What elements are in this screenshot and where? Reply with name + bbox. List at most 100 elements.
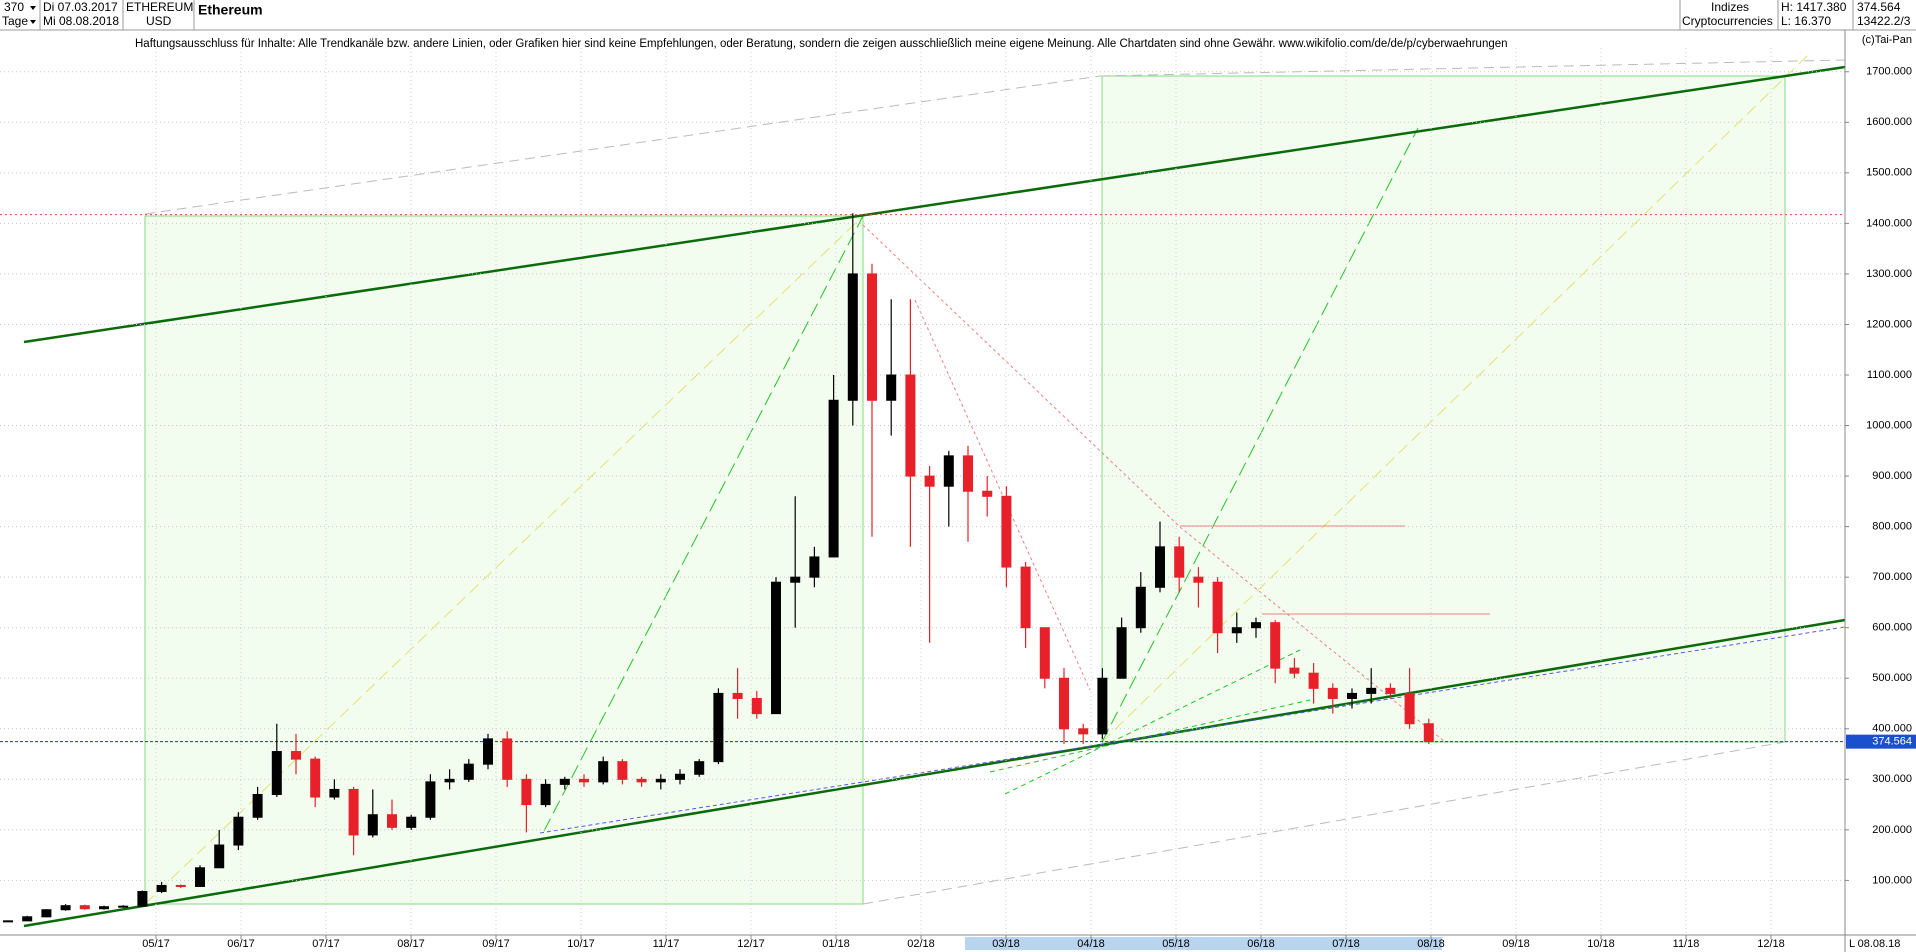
candle-body — [1001, 495, 1012, 568]
candle-body — [943, 455, 954, 487]
candle-body — [847, 273, 858, 401]
candle-body — [1097, 677, 1108, 735]
y-tick-label: 300.000 — [1872, 773, 1912, 785]
x-tick-label: 07/18 — [1332, 938, 1360, 950]
candle-body — [982, 490, 993, 497]
candle-body — [41, 909, 52, 918]
candle-body — [367, 814, 378, 836]
candle-body — [463, 763, 474, 780]
yellow-trend — [144, 215, 864, 905]
grey-trend — [1099, 59, 1846, 77]
candle-body — [636, 778, 647, 783]
candle-body — [444, 778, 455, 783]
candle-body — [1039, 627, 1050, 679]
y-tick-label: 100.000 — [1872, 874, 1912, 886]
group: Indizes — [1711, 0, 1749, 14]
y-tick-label: 1700.000 — [1866, 66, 1912, 78]
copyright: (c)Tai-Pan — [1862, 34, 1912, 46]
candle-body — [751, 697, 762, 715]
disclaimer: Haftungsausschluss für Inhalte: Alle Tre… — [135, 38, 1508, 50]
candle-body — [348, 788, 359, 836]
candle-body — [886, 374, 897, 401]
red-trend — [914, 299, 1091, 691]
candle-body — [924, 475, 935, 487]
period[interactable]: 370 — [4, 0, 24, 14]
candle-body — [905, 374, 916, 477]
candle-body — [655, 778, 666, 783]
dropdown-arrow[interactable] — [30, 20, 36, 24]
candle-body — [271, 751, 282, 795]
y-tick-label: 1500.000 — [1866, 167, 1912, 179]
candle-body — [252, 793, 263, 818]
candle-body — [291, 751, 301, 760]
candle-body — [1270, 622, 1281, 669]
candle-body — [809, 556, 820, 578]
candle-body — [1212, 581, 1223, 634]
x-tick-label: 09/18 — [1502, 938, 1530, 950]
candle-body — [60, 905, 71, 911]
x-tick-label: 12/18 — [1757, 938, 1785, 950]
y-tick-label: 600.000 — [1872, 622, 1912, 634]
y-tick-label: 1600.000 — [1866, 116, 1912, 128]
symbol: ETHEREUM — [126, 0, 193, 14]
x-tick-label: 08/18 — [1417, 938, 1445, 950]
subgroup: Cryptocurrencies — [1682, 14, 1773, 28]
y-tick-label: 800.000 — [1872, 521, 1912, 533]
id: 13422.2/3 — [1857, 14, 1911, 28]
date-to: Mi 08.08.2018 — [43, 14, 119, 28]
low: L: 16.370 — [1781, 14, 1831, 28]
candle-body — [713, 692, 724, 763]
candle-body — [771, 581, 781, 715]
date-from: Di 07.03.2017 — [43, 0, 118, 14]
x-tick-label: 08/17 — [397, 938, 425, 950]
x-tick-label: 06/18 — [1247, 938, 1275, 950]
instrument-name: Ethereum — [198, 2, 263, 18]
candle-body — [540, 783, 551, 806]
channel-upper — [23, 65, 1846, 344]
candle-body — [329, 788, 340, 798]
x-tick-label: 11/18 — [1673, 938, 1700, 950]
candle-body — [1174, 546, 1185, 578]
candle-body — [559, 778, 570, 785]
x-tick-label: 04/18 — [1077, 938, 1105, 950]
candle-body — [1404, 692, 1415, 725]
selection-range[interactable] — [965, 937, 1442, 950]
candle-body — [1385, 687, 1396, 694]
candle-body — [675, 773, 685, 780]
last-badge — [1846, 734, 1916, 749]
candle-body — [828, 399, 839, 558]
high: H: 1417.380 — [1781, 0, 1847, 14]
y-tick-label: 500.000 — [1872, 672, 1912, 684]
candle-body — [1193, 576, 1204, 583]
candle-body — [1347, 692, 1357, 699]
x-tick-label: 10/18 — [1587, 938, 1615, 950]
candle-body — [1308, 672, 1319, 689]
y-tick-label: 1100.000 — [1867, 369, 1912, 381]
x-tick-label: 05/17 — [142, 938, 170, 950]
candle-body — [175, 884, 186, 887]
y-tick-label: 400.000 — [1872, 723, 1912, 735]
candle-body — [406, 816, 417, 828]
candle-body — [1116, 627, 1127, 679]
candle-body — [1251, 622, 1261, 629]
dropdown-arrow[interactable] — [30, 6, 36, 10]
last-label: 374.564 — [1872, 736, 1912, 748]
x-tick-label: 07/17 — [312, 938, 340, 950]
red-trend — [862, 224, 1181, 528]
x-tick-label: 06/17 — [227, 938, 255, 950]
scale-mode[interactable]: L — [1849, 938, 1855, 950]
candle-body — [1231, 627, 1242, 634]
candle-body — [521, 778, 532, 806]
candle-body — [1020, 566, 1031, 629]
unit[interactable]: Tage — [2, 14, 28, 28]
y-tick-label: 700.000 — [1872, 571, 1912, 583]
candle-body — [310, 758, 321, 798]
candle-body — [1423, 723, 1434, 742]
currency: USD — [146, 14, 172, 28]
candle-body — [502, 738, 513, 780]
y-tick-label: 1400.000 — [1866, 217, 1912, 229]
x-tick-label: 03/18 — [992, 938, 1020, 950]
candle-body — [579, 778, 589, 783]
y-tick-label: 900.000 — [1872, 470, 1912, 482]
